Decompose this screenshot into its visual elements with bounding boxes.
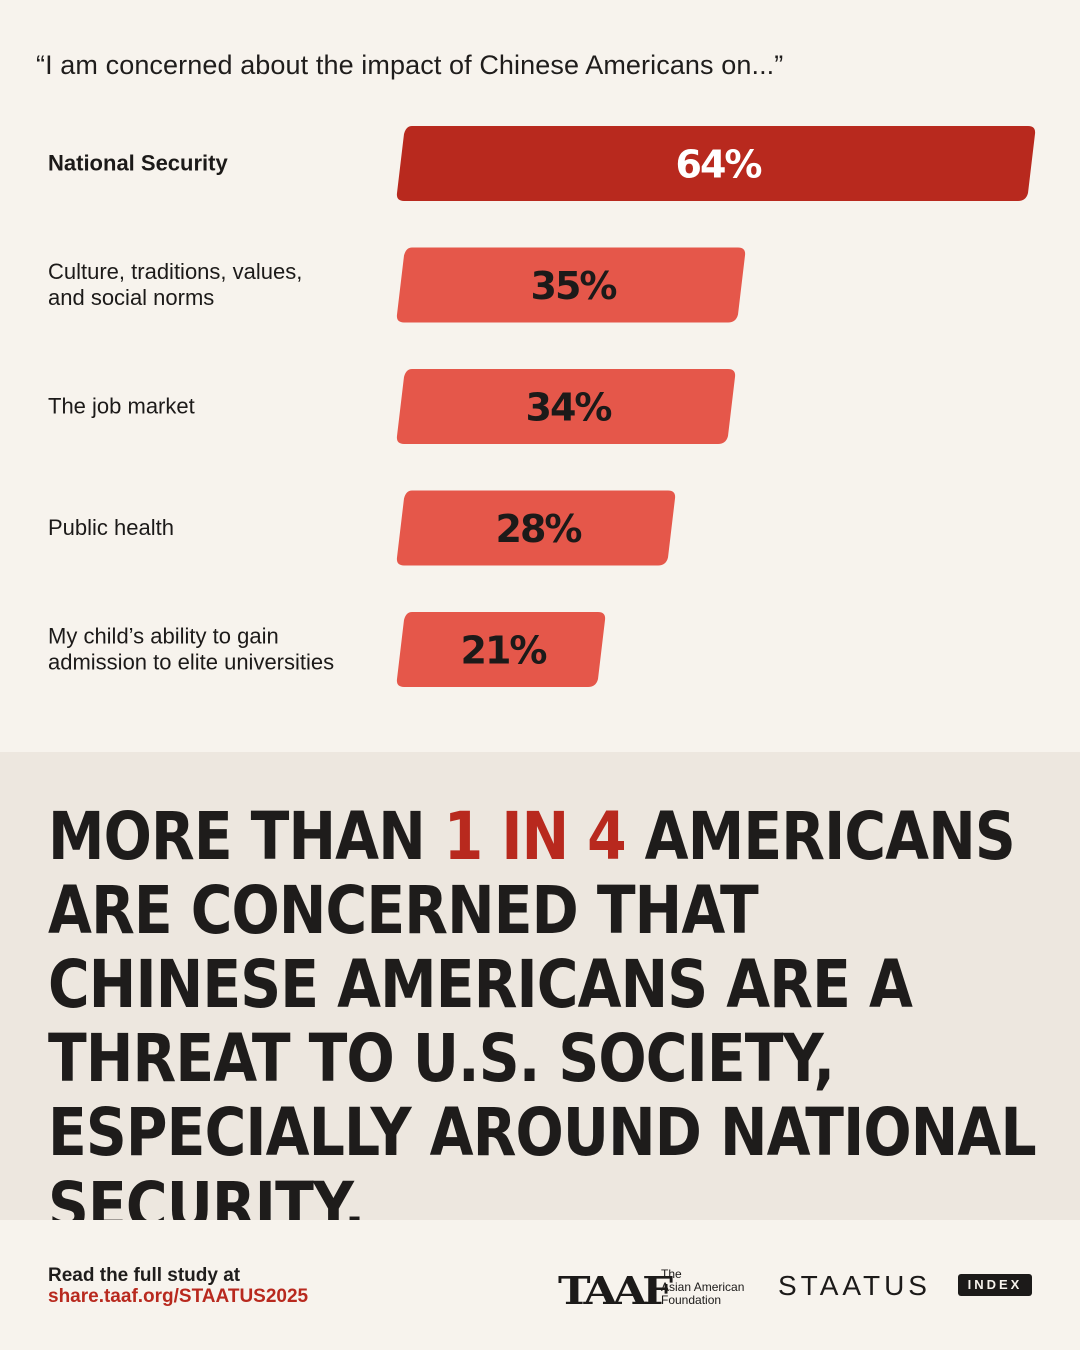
value-label: 64%	[676, 143, 762, 187]
chart-question: “I am concerned about the impact of Chin…	[36, 50, 784, 80]
bar	[396, 126, 1036, 201]
read-study-text: Read the full study at	[48, 1265, 241, 1286]
category-label: My child’s ability to gain admission to e…	[48, 624, 334, 675]
taaf-name-line3: Foundation	[661, 1293, 722, 1307]
taaf-name-line2: Asian American	[661, 1280, 745, 1294]
category-label: National Security	[48, 151, 228, 176]
bar-chart: National Security 64% Culture, traditions,…	[48, 126, 1036, 687]
value-label: 21%	[461, 629, 547, 673]
category-label: Culture, traditions, values, and social n…	[48, 259, 302, 310]
category-label: Public health	[48, 515, 174, 540]
headline-pre: MORE THAN	[48, 798, 444, 875]
headline-section: MORE THAN 1 IN 4 AMERICANS ARE CONCERNED…	[0, 752, 1080, 1244]
taaf-name: The Asian American Foundation	[661, 1268, 771, 1307]
study-link[interactable]: share.taaf.org/STAATUS2025	[48, 1286, 309, 1307]
value-label: 35%	[531, 264, 617, 308]
bar	[396, 247, 746, 323]
staatus-logo: STAATUS	[778, 1270, 931, 1301]
chart-section: “I am concerned about the impact of Chin…	[36, 50, 1036, 687]
footer: Read the full study at share.taaf.org/ST…	[0, 1220, 1080, 1350]
headline: MORE THAN 1 IN 4 AMERICANS ARE CONCERNED…	[48, 800, 1037, 1244]
category-label: The job market	[48, 394, 195, 419]
taaf-name-line1: The	[661, 1267, 682, 1281]
index-badge: INDEX	[958, 1274, 1032, 1296]
bar	[396, 490, 676, 566]
value-label: 28%	[496, 507, 582, 551]
value-label: 34%	[526, 386, 612, 430]
headline-accent: 1 IN 4	[443, 798, 627, 875]
headline-post: AMERICANS ARE CONCERNED THAT CHINESE AME…	[48, 798, 1037, 1245]
bar	[396, 369, 736, 444]
taaf-logo: TAAF	[558, 1268, 673, 1313]
bar	[396, 612, 606, 687]
